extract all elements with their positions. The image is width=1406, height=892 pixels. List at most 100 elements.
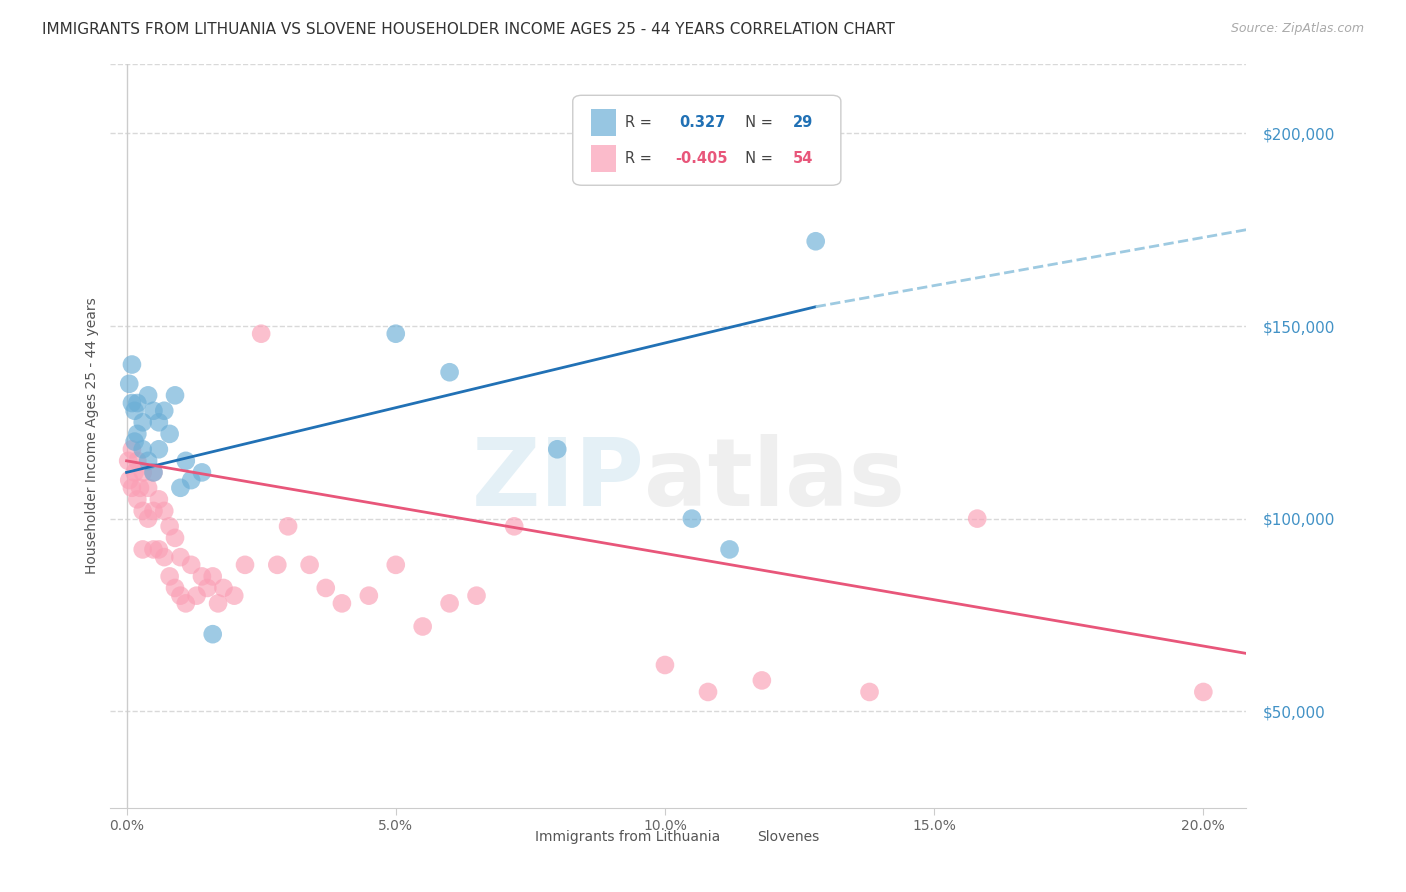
- Point: [121, 358, 143, 372]
- Point: [330, 596, 353, 610]
- Point: [465, 589, 488, 603]
- Point: [153, 403, 176, 417]
- Point: [159, 519, 181, 533]
- Point: [250, 326, 273, 341]
- Point: [384, 326, 406, 341]
- Text: Source: ZipAtlas.com: Source: ZipAtlas.com: [1230, 22, 1364, 36]
- Text: ZIP: ZIP: [471, 434, 644, 526]
- Point: [127, 492, 149, 507]
- Point: [148, 442, 170, 457]
- Point: [127, 454, 149, 468]
- Point: [697, 685, 720, 699]
- Point: [163, 388, 186, 402]
- Point: [124, 434, 146, 449]
- Point: [174, 454, 197, 468]
- Point: [201, 627, 224, 641]
- Point: [546, 442, 568, 457]
- Point: [132, 542, 155, 557]
- Text: Slovenes: Slovenes: [756, 830, 820, 844]
- Point: [212, 581, 235, 595]
- Point: [118, 376, 141, 391]
- Point: [201, 569, 224, 583]
- Point: [124, 403, 146, 417]
- Point: [127, 426, 149, 441]
- Point: [966, 511, 988, 525]
- Point: [127, 396, 149, 410]
- Point: [412, 619, 434, 633]
- Point: [121, 481, 143, 495]
- Point: [277, 519, 299, 533]
- Point: [439, 596, 461, 610]
- Point: [142, 466, 165, 480]
- Text: R =: R =: [626, 115, 661, 130]
- Point: [169, 550, 191, 565]
- Point: [163, 531, 186, 545]
- Point: [186, 589, 208, 603]
- Point: [159, 426, 181, 441]
- Point: [148, 542, 170, 557]
- Y-axis label: Householder Income Ages 25 - 44 years: Householder Income Ages 25 - 44 years: [86, 297, 100, 574]
- Point: [159, 569, 181, 583]
- Point: [191, 569, 214, 583]
- Point: [142, 466, 165, 480]
- Point: [118, 473, 141, 487]
- Point: [136, 511, 159, 525]
- Text: 0.327: 0.327: [679, 115, 725, 130]
- Point: [266, 558, 288, 572]
- Point: [298, 558, 321, 572]
- Point: [163, 581, 186, 595]
- Point: [132, 466, 155, 480]
- Point: [132, 442, 155, 457]
- Point: [207, 596, 229, 610]
- Point: [439, 365, 461, 379]
- Point: [153, 504, 176, 518]
- Point: [1192, 685, 1215, 699]
- Point: [169, 589, 191, 603]
- Point: [180, 558, 202, 572]
- Point: [136, 388, 159, 402]
- Point: [503, 519, 526, 533]
- Point: [681, 511, 703, 525]
- Point: [384, 558, 406, 572]
- Point: [117, 454, 139, 468]
- Point: [718, 542, 741, 557]
- Point: [858, 685, 880, 699]
- Point: [132, 415, 155, 429]
- Point: [148, 492, 170, 507]
- Point: [191, 466, 214, 480]
- Point: [195, 581, 218, 595]
- Point: [121, 396, 143, 410]
- Point: [142, 403, 165, 417]
- Point: [136, 481, 159, 495]
- Point: [224, 589, 246, 603]
- Bar: [730, 829, 749, 845]
- Point: [129, 481, 152, 495]
- Point: [174, 596, 197, 610]
- Point: [804, 234, 827, 248]
- Text: R =: R =: [626, 151, 657, 166]
- FancyBboxPatch shape: [572, 95, 841, 186]
- Point: [124, 466, 146, 480]
- Point: [121, 442, 143, 457]
- Text: atlas: atlas: [644, 434, 905, 526]
- Text: N =: N =: [737, 151, 778, 166]
- Point: [132, 504, 155, 518]
- Bar: [591, 110, 616, 136]
- Bar: [508, 829, 529, 845]
- Text: -0.405: -0.405: [675, 151, 727, 166]
- Text: 54: 54: [793, 151, 814, 166]
- Text: IMMIGRANTS FROM LITHUANIA VS SLOVENE HOUSEHOLDER INCOME AGES 25 - 44 YEARS CORRE: IMMIGRANTS FROM LITHUANIA VS SLOVENE HOU…: [42, 22, 896, 37]
- Point: [169, 481, 191, 495]
- Point: [142, 504, 165, 518]
- Bar: [591, 145, 616, 172]
- Point: [136, 454, 159, 468]
- Text: 29: 29: [793, 115, 814, 130]
- Text: Immigrants from Lithuania: Immigrants from Lithuania: [536, 830, 720, 844]
- Point: [315, 581, 337, 595]
- Point: [654, 658, 676, 673]
- Text: N =: N =: [737, 115, 778, 130]
- Point: [233, 558, 256, 572]
- Point: [142, 542, 165, 557]
- Point: [153, 550, 176, 565]
- Point: [357, 589, 380, 603]
